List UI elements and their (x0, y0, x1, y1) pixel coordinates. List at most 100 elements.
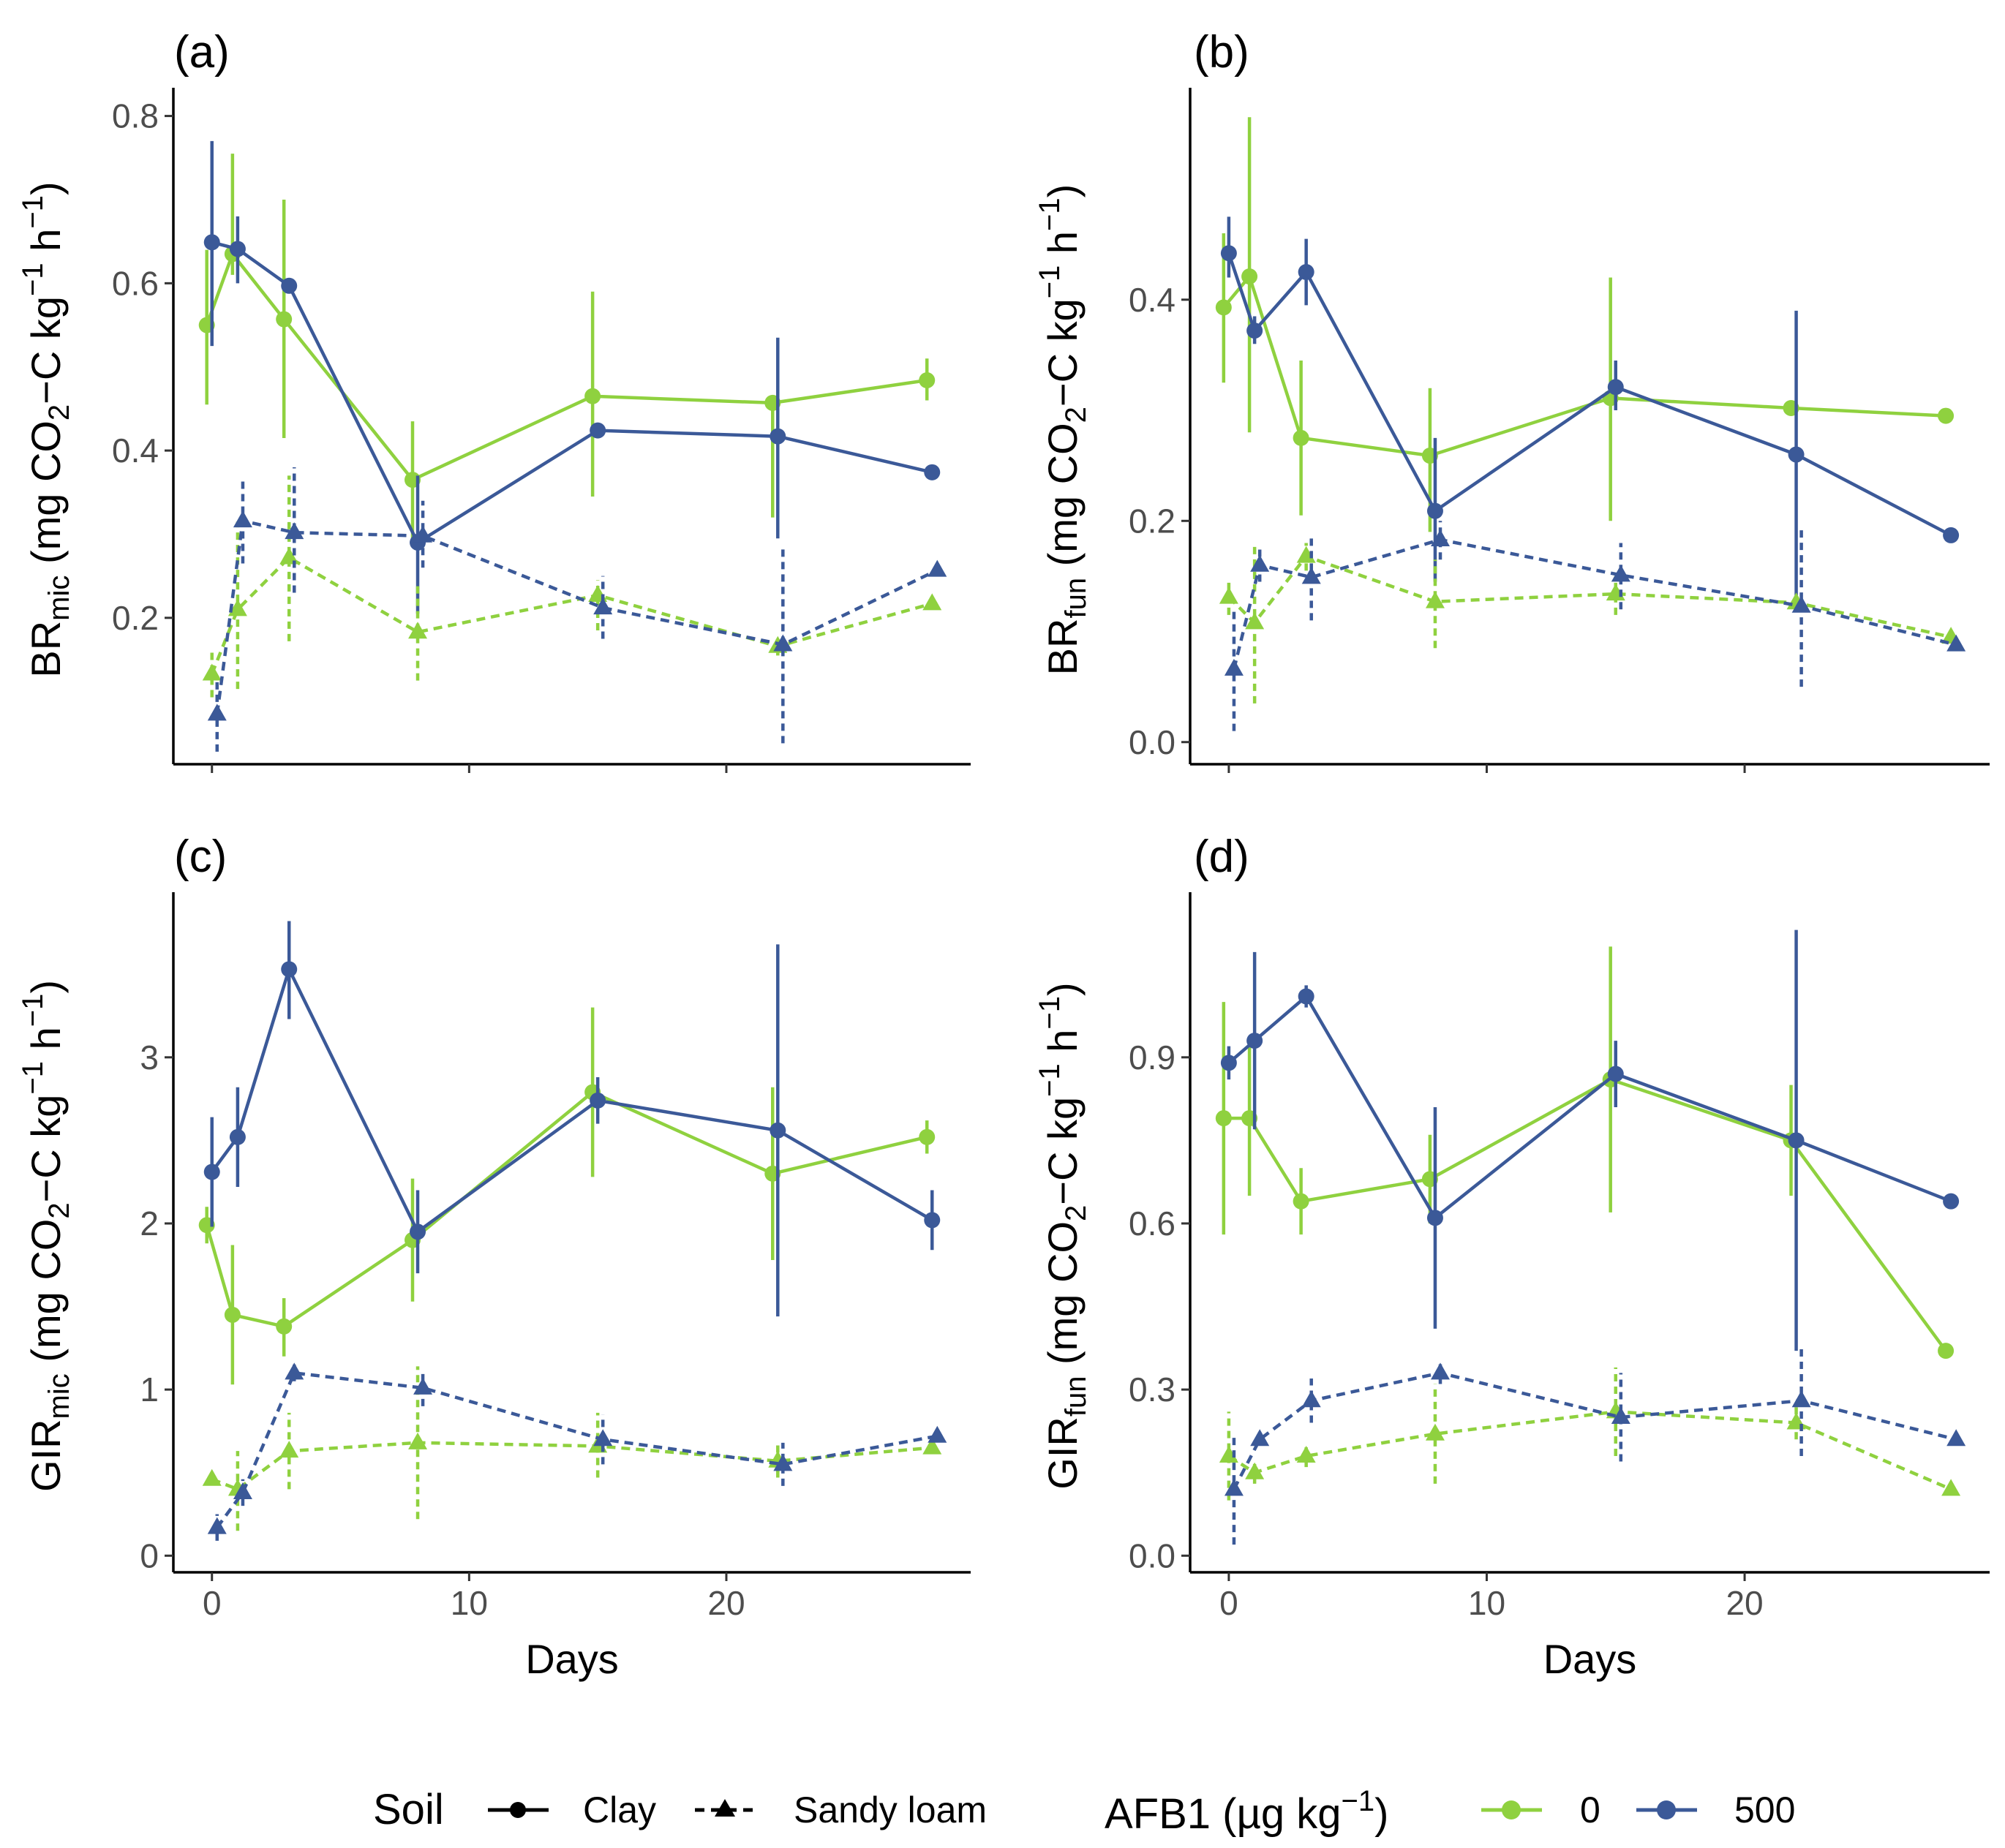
panel-a-series-sandy-loam-afb1-500-point (285, 522, 304, 540)
panel-d-series-sandy-loam-afb1-0-point (1296, 1445, 1316, 1463)
panel-c-series-sandy-loam-afb1-0-point (279, 1441, 299, 1458)
panel-c-series-clay-afb1-500 (203, 921, 941, 1317)
panel-b-y-axis-title: BRfun (mg CO2−C kg−1 h−1) (1034, 184, 1092, 676)
panel-d-y-tick-label: 0.6 (1129, 1204, 1175, 1242)
panel-b-y-title-close: ) (1039, 184, 1086, 198)
panel-a-series-sandy-loam-afb1-500-point (773, 634, 793, 652)
panel-b-series-clay-afb1-0-point (1293, 429, 1309, 446)
legend-afb1-title: AFB1 (µg kg−1) (1105, 1785, 1388, 1838)
panel-d-y-title-unit: (mg CO (1039, 1221, 1086, 1376)
panel-d-series-clay-afb1-0-line (1223, 1077, 1947, 1352)
panel-d-y-title-sup1: −1 (1034, 1063, 1066, 1097)
panel-d-series-clay-afb1-500-point (1607, 1066, 1624, 1082)
panel-d-series-clay-afb1-500-point (1943, 1193, 1960, 1210)
panel-a-y-tick-label: 0.2 (112, 599, 159, 637)
panel-b-series-clay-afb1-0-line (1222, 274, 1946, 458)
panel-c-series-clay-afb1-500-point (590, 1092, 606, 1109)
panel-a-series-sandy-loam-afb1-0-point (408, 622, 428, 639)
panel-d-series-sandy-loam-afb1-0-point (1245, 1462, 1265, 1479)
panel-a-y-title-unit3: h (23, 229, 69, 263)
legend-soil-clay-label: Clay (583, 1789, 656, 1830)
panel-b-y-title-co2-sub: 2 (1060, 407, 1092, 423)
panel-d-series-clay-afb1-500 (1220, 929, 1960, 1351)
panel-d-x-tick-label: 0 (1219, 1584, 1238, 1622)
panel-c-series-sandy-loam-afb1-500-point (773, 1454, 793, 1471)
panel-a-series-sandy-loam-afb1-0-point (227, 599, 247, 616)
panel-c-y-tick-label: 2 (140, 1204, 159, 1242)
panel-a-series-clay-afb1-500-point (229, 241, 246, 257)
panel-c-series-clay-afb1-500-point (203, 1164, 220, 1180)
panel-d-series-clay-afb1-0-point (1938, 1343, 1955, 1359)
panel-d-x-tick-label: 20 (1726, 1584, 1763, 1622)
panel-d-series-clay-afb1-0-point (1293, 1193, 1309, 1210)
panel-c-series-sandy-loam-afb1-0-line (211, 1441, 933, 1491)
panel-b-series-sandy-loam-afb1-500-point (1791, 595, 1811, 613)
panel-d-y-tick-label: 0.0 (1129, 1536, 1175, 1574)
legend-key-afb1-500 (1636, 1800, 1697, 1819)
panel-a-y-title-co2-sub: 2 (43, 404, 75, 420)
panel-b-series-sandy-loam-afb1-0-point (1219, 587, 1238, 604)
panel-d-y-title-unit3: h (1039, 1030, 1086, 1064)
panel-d-y-title-sub: fun (1060, 1376, 1092, 1417)
panel-d-series-sandy-loam-afb1-500-line (1232, 1371, 1957, 1490)
panel-a-y-title-sup2: −1 (17, 195, 49, 229)
panel-d-series-sandy-loam-afb1-500-point (1946, 1429, 1966, 1447)
panel-c-series-clay-afb1-500-point (770, 1122, 786, 1139)
panel-c-y-title-close: ) (23, 980, 69, 994)
panel-d-y-title-close: ) (1039, 982, 1086, 996)
panel-a-series-sandy-loam-afb1-500-point (928, 559, 947, 577)
panel-b-series-clay-afb1-0-point (1215, 299, 1232, 316)
panel-b-series-clay-afb1-500-point (1298, 263, 1314, 280)
panel-a-series-sandy-loam-afb1-500-point (593, 597, 613, 615)
panel-c-y-title-sup1: −1 (17, 1061, 49, 1095)
panel-b-y-title-unit: (mg CO (1039, 423, 1086, 578)
panel-b-series-sandy-loam-afb1-500-point (1946, 634, 1966, 652)
panel-d-y-title-unit2: −C kg (1039, 1097, 1086, 1205)
panel-a-series-sandy-loam-afb1-500-point (413, 525, 433, 543)
panel-c-series-clay-afb1-500-point (229, 1128, 246, 1145)
panel-c-series-clay-afb1-0-point (276, 1318, 293, 1335)
panel-a-series-clay-afb1-500-point (924, 464, 941, 480)
panel-c-series-sandy-loam-afb1-500-point (593, 1429, 613, 1447)
panel-c-x-tick-label: 20 (707, 1584, 745, 1622)
panel-c-series-sandy-loam-afb1-0-point (922, 1437, 942, 1455)
panel-c-series-clay-afb1-500-point (281, 961, 298, 978)
panel-c-series-clay-afb1-0 (198, 1007, 936, 1385)
panel-b-series-sandy-loam-afb1-0-point (1245, 612, 1265, 630)
panel-d-series-sandy-loam-afb1-500-point (1250, 1429, 1270, 1447)
panel-d-series-sandy-loam-afb1-500 (1224, 1345, 1966, 1545)
panel-b-series-clay-afb1-500-point (1246, 323, 1263, 339)
panel-b-series-clay-afb1-0-point (1241, 268, 1258, 285)
legend-key-clay-marker (510, 1802, 526, 1818)
panel-d-series-sandy-loam-afb1-500-point (1224, 1479, 1244, 1496)
panel-d-series-clay-afb1-500-line (1227, 995, 1952, 1220)
panel-c-series-clay-afb1-0-point (224, 1306, 241, 1323)
panel-d-y-axis-title: GIRfun (mg CO2−C kg−1 h−1) (1034, 982, 1092, 1489)
panel-b-y-title-sup2: −1 (1034, 197, 1066, 231)
panel-c-x-axis-title: Days (525, 1636, 619, 1682)
panel-c-y-title-sub: mic (43, 1373, 75, 1419)
legend-soil-title: Soil (373, 1786, 444, 1833)
panel-a-series-sandy-loam-afb1-0-line (210, 556, 933, 675)
panel-d-series-clay-afb1-0 (1215, 946, 1955, 1359)
panel-d-y-title-sup2: −1 (1034, 996, 1066, 1030)
panel-d: (d) 0.0 0.3 0.6 0.9 0 10 20 Days GIRfun (mg CO2−C… (1034, 831, 1990, 1682)
legend-afb1-title-main: AFB1 (µg kg (1105, 1790, 1342, 1838)
panel-a-y-title-unit: (mg CO (23, 420, 69, 576)
panel-d-series-sandy-loam-afb1-0 (1219, 1367, 1961, 1501)
panel-a-series-sandy-loam-afb1-500 (207, 467, 947, 752)
panel-d-y-title-main: GIR (1039, 1417, 1086, 1490)
panel-b-series-sandy-loam-afb1-0-point (1296, 546, 1316, 563)
panel-a-series-clay-afb1-500-point (590, 422, 606, 439)
legend-afb1-500-label: 500 (1734, 1789, 1795, 1830)
panel-b-y-title-unit3: h (1039, 231, 1086, 265)
panel-d-series-clay-afb1-500-point (1298, 988, 1314, 1005)
legend-key-afb1-500-marker (1657, 1800, 1676, 1819)
panel-c-series-sandy-loam-afb1-500-point (233, 1482, 252, 1499)
panel-b-series-clay-afb1-500-point (1943, 527, 1960, 543)
panel-a-series-clay-afb1-500 (203, 140, 941, 614)
panel-b-series-sandy-loam-afb1-500-point (1431, 529, 1451, 546)
